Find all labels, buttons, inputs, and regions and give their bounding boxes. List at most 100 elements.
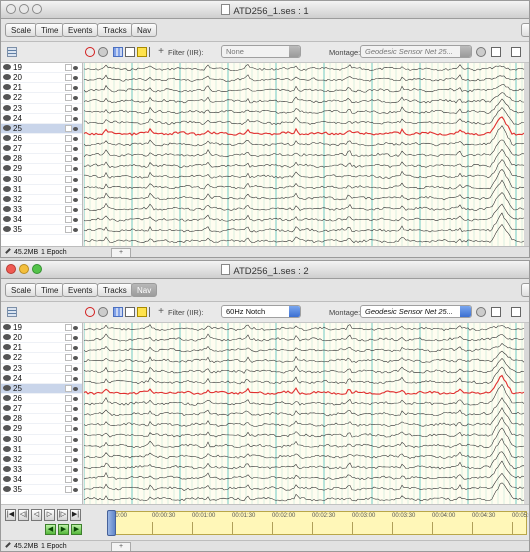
channel-checkbox[interactable] — [65, 195, 72, 203]
marker-icon[interactable] — [149, 307, 153, 317]
channel-visibility-icon[interactable] — [73, 187, 78, 192]
channel-row[interactable]: 20 — [1, 73, 82, 84]
channel-checkbox[interactable] — [65, 165, 72, 173]
channel-checkbox[interactable] — [65, 226, 72, 234]
zoom-button[interactable] — [32, 264, 42, 274]
channel-eye-icon[interactable] — [3, 205, 11, 212]
channel-eye-icon[interactable] — [3, 364, 11, 371]
channel-row[interactable]: 24 — [1, 114, 82, 124]
channel-checkbox[interactable] — [65, 155, 72, 163]
channel-row[interactable]: 30 — [1, 175, 82, 185]
zoom-button[interactable] — [32, 4, 42, 14]
channel-checkbox[interactable] — [65, 114, 72, 122]
channel-eye-icon[interactable] — [3, 134, 11, 141]
channel-row[interactable]: 23 — [1, 364, 82, 374]
channel-row[interactable]: 33 — [1, 465, 82, 476]
first-epoch-button[interactable]: |◀ — [5, 509, 16, 521]
minimize-button[interactable] — [19, 264, 29, 274]
tab-tracks[interactable]: Tracks — [97, 23, 133, 37]
channel-checkbox[interactable] — [65, 344, 72, 352]
channel-checkbox[interactable] — [65, 354, 72, 362]
record-icon[interactable] — [85, 47, 95, 57]
channel-visibility-icon[interactable] — [73, 376, 78, 381]
channel-row[interactable]: 26 — [1, 394, 82, 405]
channel-eye-icon[interactable] — [3, 175, 11, 182]
channel-checkbox[interactable] — [65, 134, 72, 142]
channel-checkbox[interactable] — [65, 104, 72, 112]
channel-eye-icon[interactable] — [3, 374, 11, 381]
channel-visibility-icon[interactable] — [73, 366, 78, 371]
channel-row[interactable]: 34 — [1, 475, 82, 486]
grid-view-icon[interactable] — [113, 47, 123, 57]
eeg-waveform-view[interactable] — [84, 323, 526, 504]
channel-row[interactable]: 19 — [1, 323, 82, 334]
channel-row[interactable]: 28 — [1, 154, 82, 165]
channel-checkbox[interactable] — [65, 384, 72, 392]
channel-checkbox[interactable] — [65, 175, 72, 183]
record-icon[interactable] — [85, 307, 95, 317]
channel-visibility-icon[interactable] — [73, 437, 78, 442]
channel-visibility-icon[interactable] — [73, 386, 78, 391]
channel-visibility-icon[interactable] — [73, 167, 78, 172]
channel-visibility-icon[interactable] — [73, 447, 78, 452]
channel-row[interactable]: 35 — [1, 225, 82, 236]
channel-eye-icon[interactable] — [3, 324, 11, 330]
channel-visibility-icon[interactable] — [73, 228, 78, 233]
channel-visibility-icon[interactable] — [73, 457, 78, 462]
channel-visibility-icon[interactable] — [73, 116, 78, 121]
tab-events[interactable]: Events — [62, 283, 99, 297]
channel-eye-icon[interactable] — [3, 445, 11, 452]
tab-scale[interactable]: Scale — [5, 283, 38, 297]
channel-row[interactable]: 21 — [1, 83, 82, 94]
highlight-icon[interactable] — [137, 47, 147, 57]
channel-visibility-icon[interactable] — [73, 96, 78, 101]
channel-eye-icon[interactable] — [3, 104, 11, 111]
channel-visibility-icon[interactable] — [73, 417, 78, 422]
step-back-button[interactable]: ◁ — [31, 509, 42, 521]
channel-row[interactable]: 34 — [1, 215, 82, 226]
channel-row[interactable]: 22 — [1, 353, 82, 364]
channel-checkbox[interactable] — [65, 334, 72, 342]
close-button[interactable] — [6, 4, 16, 14]
channel-row[interactable]: 24 — [1, 374, 82, 384]
channel-eye-icon[interactable] — [3, 64, 11, 70]
layout-icon[interactable] — [125, 47, 135, 57]
settings-circle-icon[interactable] — [98, 47, 108, 57]
channel-row[interactable]: 33 — [1, 205, 82, 216]
session-timeline[interactable]: 00:00 00:00:30 00:01:00 00:01:30 00:02:00 00:… — [107, 510, 529, 536]
filter-select[interactable]: None — [221, 45, 301, 58]
close-button[interactable] — [6, 264, 16, 274]
split-icon[interactable] — [511, 47, 521, 57]
channel-row[interactable]: 21 — [1, 343, 82, 354]
channel-eye-icon[interactable] — [3, 354, 11, 361]
vertical-scrollbar[interactable] — [524, 63, 529, 246]
split-icon[interactable] — [511, 307, 521, 317]
prev-page-button[interactable]: ◁| — [18, 509, 29, 521]
channel-eye-icon[interactable] — [3, 435, 11, 442]
channel-checkbox[interactable] — [65, 324, 72, 331]
tab-scale[interactable]: Scale — [5, 23, 38, 37]
channel-row[interactable]: 31 — [1, 185, 82, 195]
channel-visibility-icon[interactable] — [73, 488, 78, 493]
channel-list-icon[interactable] — [7, 307, 17, 317]
channel-row[interactable]: 35 — [1, 485, 82, 496]
channel-eye-icon[interactable] — [3, 165, 11, 172]
plus-icon[interactable]: + — [158, 306, 164, 317]
channel-eye-icon[interactable] — [3, 405, 11, 412]
toolbar-toggle-button[interactable] — [521, 23, 529, 37]
play-button[interactable]: ▶ — [58, 524, 69, 535]
status-action-button[interactable]: + — [111, 248, 131, 257]
window-2-titlebar[interactable]: ATD256_1.ses : 2 — [1, 261, 529, 279]
channel-row[interactable]: 25 — [1, 383, 82, 394]
channel-checkbox[interactable] — [65, 425, 72, 433]
channel-checkbox[interactable] — [65, 465, 72, 473]
channel-row[interactable]: 27 — [1, 144, 82, 155]
channel-visibility-icon[interactable] — [73, 356, 78, 361]
channel-eye-icon[interactable] — [3, 415, 11, 422]
channel-eye-icon[interactable] — [3, 114, 11, 121]
channel-eye-icon[interactable] — [3, 94, 11, 101]
channel-visibility-icon[interactable] — [73, 157, 78, 162]
channel-eye-icon[interactable] — [3, 476, 11, 483]
channel-visibility-icon[interactable] — [73, 207, 78, 212]
channel-checkbox[interactable] — [65, 94, 72, 102]
